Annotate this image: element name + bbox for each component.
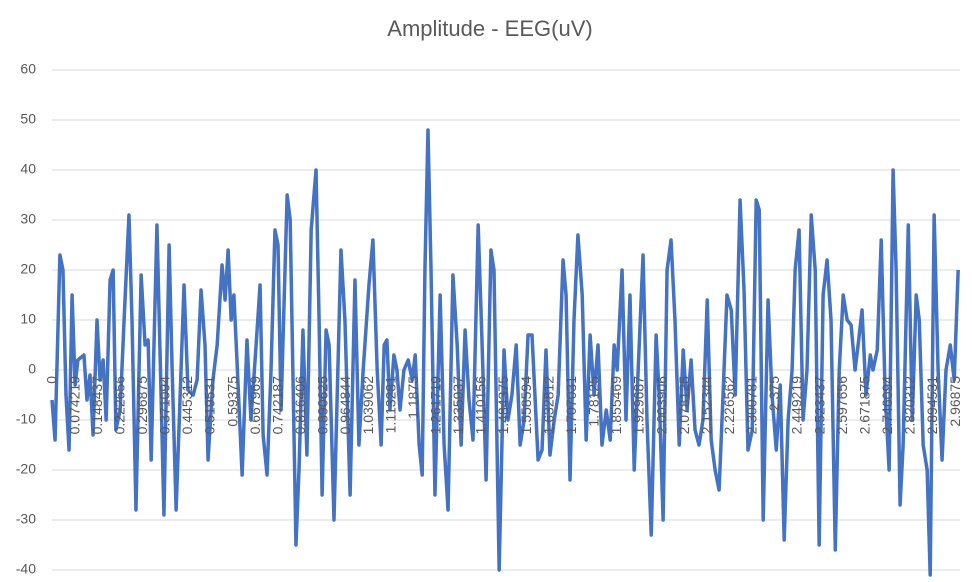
x-tick-label: 2.96875 [947,376,963,427]
x-tick-label: 1.78125 [586,376,602,427]
y-tick-label: -40 [16,561,36,577]
x-tick-label: 1.113281 [382,376,398,434]
x-tick-label: 2.523437 [811,376,827,435]
y-tick-label: 60 [20,61,36,77]
x-tick-label: 0.890625 [315,376,331,435]
x-tick-label: 0.964844 [337,376,353,435]
y-tick-label: 30 [20,211,36,227]
x-tick-label: 1.632812 [540,376,556,435]
x-tick-label: 1.929687 [631,376,647,435]
x-tick-label: 0.816406 [292,376,308,435]
x-tick-label: 0.742187 [269,376,285,435]
x-tick-label: 1.039062 [360,376,376,435]
chart-title: Amplitude - EEG(uV) [387,16,592,41]
x-tick-label: 0.59375 [224,376,240,427]
x-tick-label: 2.746094 [879,376,895,435]
x-tick-label: 2.300781 [744,376,760,435]
x-tick-label: 2.894531 [924,376,940,435]
y-tick-label: -20 [16,461,36,477]
x-tick-label: 1.261719 [428,376,444,435]
x-tick-label: 2.003906 [653,376,669,435]
x-tick-label: 1.335937 [450,376,466,435]
x-tick-label: 0.148437 [89,376,105,435]
x-tick-label: 2.449219 [789,376,805,435]
y-tick-label: 40 [20,161,36,177]
y-tick-label: -10 [16,411,36,427]
x-tick-label: 2.375 [766,376,782,411]
x-tick-label: 0 [44,376,60,384]
y-tick-label: 0 [28,361,36,377]
x-tick-label: 1.1875 [405,376,421,419]
x-tick-label: 1.707031 [563,376,579,435]
x-tick-label: 2.597656 [834,376,850,435]
x-tick-label: 1.558594 [518,376,534,435]
x-tick-label: 1.855469 [608,376,624,435]
x-tick-label: 0.445312 [179,376,195,435]
x-tick-label: 1.484375 [495,376,511,435]
x-tick-label: 0.371094 [157,376,173,435]
y-tick-label: 10 [20,311,36,327]
y-tick-label: -30 [16,511,36,527]
x-tick-label: 0.519531 [202,376,218,435]
y-tick-label: 50 [20,111,36,127]
x-tick-label: 0.296875 [134,376,150,435]
x-tick-label: 2.226562 [721,376,737,435]
x-tick-label: 2.152344 [698,376,714,435]
x-tick-label: 1.410156 [473,376,489,435]
x-tick-label: 0.074219 [66,376,82,435]
x-tick-label: 2.078125 [676,376,692,435]
y-tick-label: 20 [20,261,36,277]
x-tick-label: 0.222656 [111,376,127,435]
x-tick-label: 2.820312 [902,376,918,435]
data-line [50,128,960,577]
x-tick-label: 2.671875 [856,376,872,435]
x-tick-label: 0.667969 [247,376,263,435]
